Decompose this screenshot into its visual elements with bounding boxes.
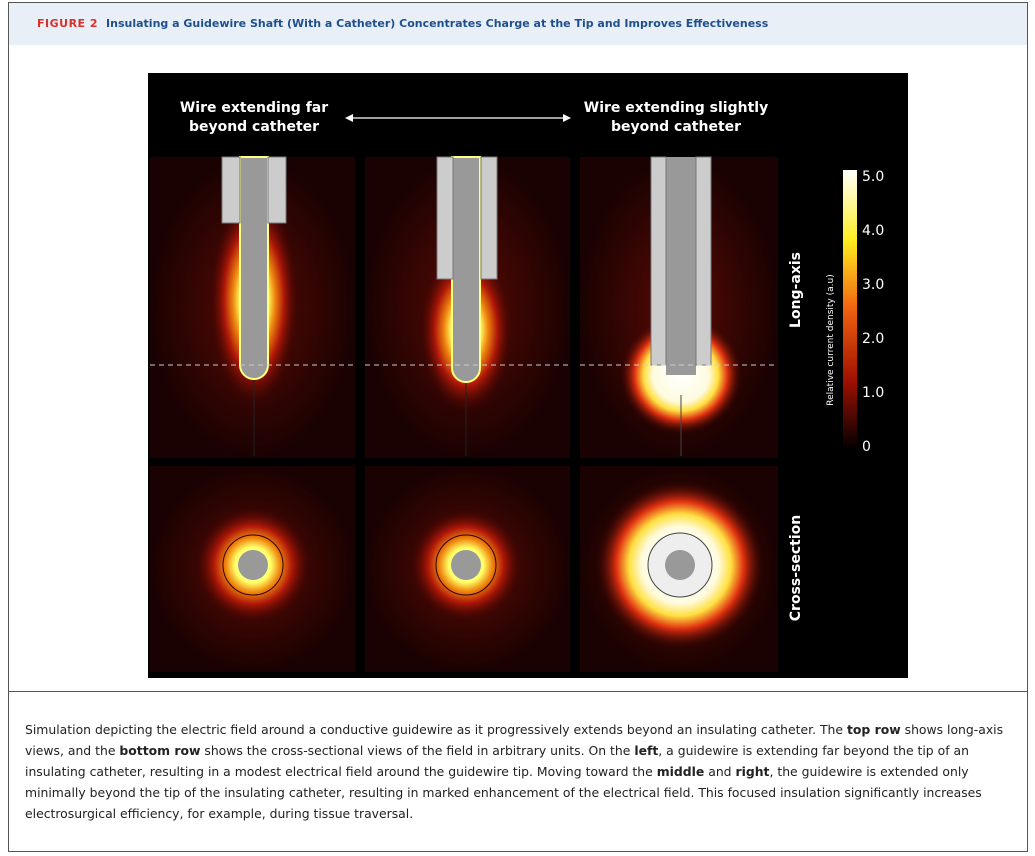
column-label: beyond catheter	[189, 119, 319, 135]
caption-bold: left	[634, 743, 658, 758]
page: FIGURE 2Insulating a Guidewire Shaft (Wi…	[0, 0, 1035, 856]
separator	[9, 691, 1027, 692]
caption-text: shows the cross-sectional views of the f…	[200, 743, 634, 758]
caption: Simulation depicting the electric field …	[25, 719, 1010, 824]
caption-text: Simulation depicting the electric field …	[25, 722, 847, 737]
caption-bold: right	[735, 764, 769, 779]
colorbar-tick-label: 0	[862, 439, 871, 455]
colorbar-tick-label: 3.0	[862, 277, 884, 293]
column-label: Wire extending slightly	[584, 100, 768, 116]
column-label: beyond catheter	[611, 119, 741, 135]
caption-text: and	[704, 764, 735, 779]
figure-image: Wire extending far beyond catheter Wire …	[0, 0, 1035, 690]
row-label: Cross-section	[788, 515, 804, 621]
caption-bold: middle	[657, 764, 705, 779]
caption-bold: top row	[847, 722, 901, 737]
column-label: Wire extending far	[180, 100, 328, 116]
colorbar-tick-label: 2.0	[862, 331, 884, 347]
caption-bold: bottom row	[119, 743, 200, 758]
colorbar-tick-label: 5.0	[862, 169, 884, 185]
colorbar-tick-label: 4.0	[862, 223, 884, 239]
row-label: Long-axis	[788, 252, 804, 328]
colorbar-title: Relative current density (a.u)	[826, 274, 836, 405]
colorbar-tick-label: 1.0	[862, 385, 884, 401]
